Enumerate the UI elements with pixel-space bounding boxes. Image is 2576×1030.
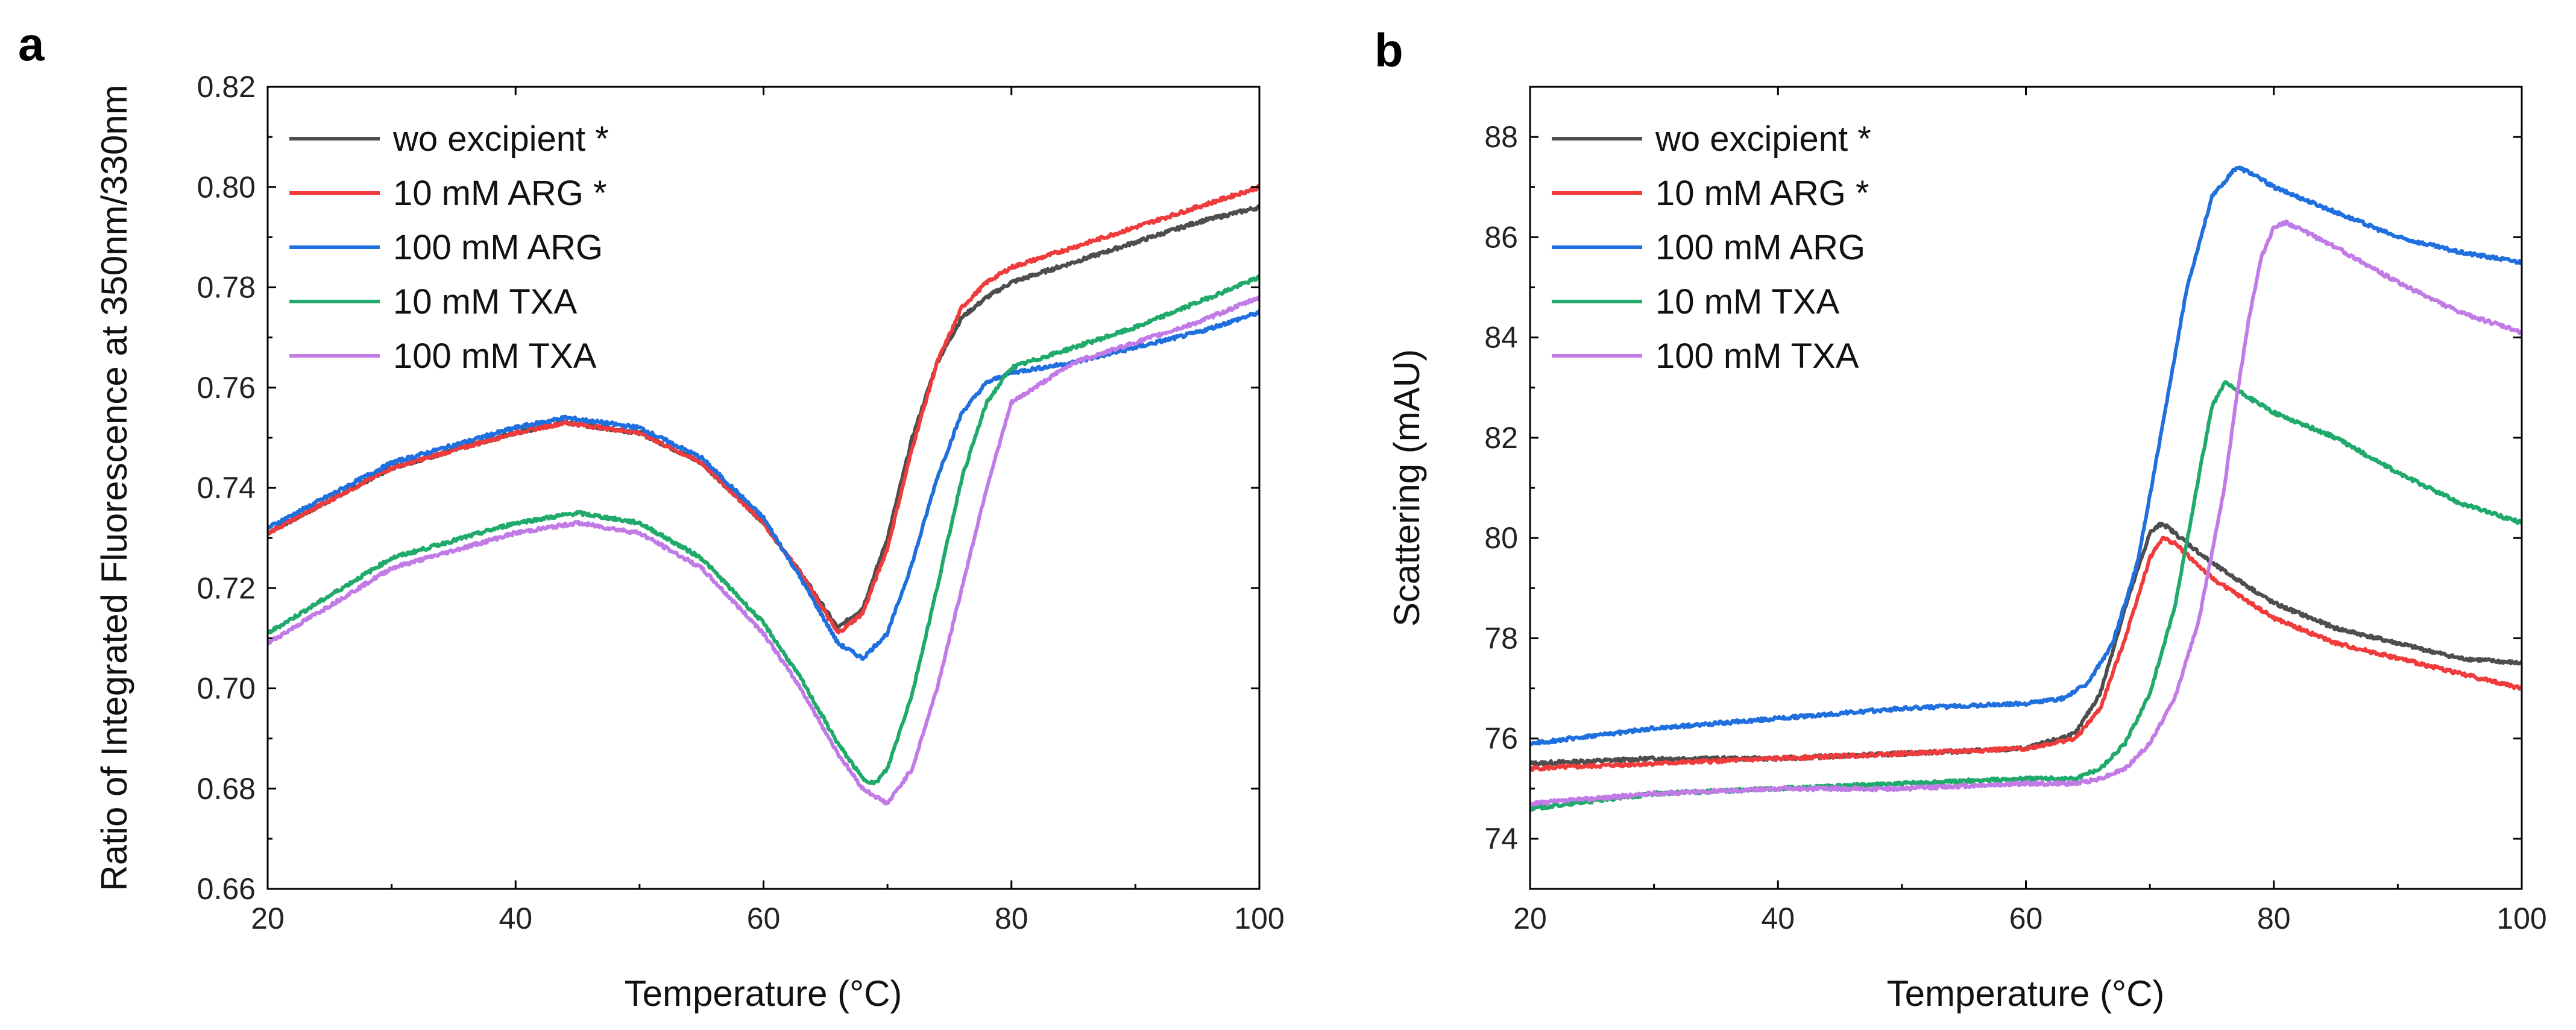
- y-tick-label: 0.70: [197, 672, 256, 706]
- y-tick-label: 84: [1484, 321, 1518, 355]
- panel-b-x-axis-label: Temperature (°C): [1887, 973, 2165, 1014]
- x-tick-label: 40: [1761, 902, 1795, 935]
- y-tick-label: 78: [1484, 621, 1518, 655]
- panel-a-y-axis-label: Ratio of Integrated Fluorescence at 350n…: [94, 84, 134, 891]
- y-tick-label: 0.80: [197, 170, 256, 204]
- x-tick-label: 20: [1513, 902, 1547, 935]
- x-tick-label: 80: [995, 902, 1028, 935]
- x-tick-label: 80: [2257, 902, 2291, 935]
- legend-label-3: 100 mM ARG: [393, 228, 603, 267]
- legend-label-3: 100 mM ARG: [1655, 228, 1865, 267]
- y-tick-label: 80: [1484, 521, 1518, 555]
- y-tick-label: 88: [1484, 120, 1518, 154]
- series-line-4: [268, 274, 1259, 786]
- panel-a-chart: a 20 40 60 80 100 0.66 0.68 0.70 0.72 0.74 0.76 0.7…: [18, 17, 1285, 1014]
- y-tick-label: 0.78: [197, 271, 256, 305]
- legend-label-2: 10 mM ARG *: [1655, 174, 1869, 213]
- series-line-4: [1530, 380, 2522, 812]
- series-line-3: [1530, 165, 2522, 747]
- panel-a-label: a: [18, 17, 45, 71]
- legend-label-2: 10 mM ARG *: [393, 174, 607, 213]
- y-tick-label: 82: [1484, 421, 1518, 455]
- y-tick-label: 0.72: [197, 571, 256, 605]
- legend-label-1: wo excipient *: [392, 119, 609, 159]
- legend-label-5: 100 mM TXA: [1655, 336, 1859, 376]
- legend-label-4: 10 mM TXA: [1655, 282, 1839, 321]
- x-tick-label: 40: [499, 902, 532, 935]
- x-tick-label: 100: [1234, 902, 1284, 935]
- series-line-5: [1530, 220, 2522, 807]
- y-tick-label: 86: [1484, 220, 1518, 254]
- panel-b-y-axis-label: Scattering (mAU): [1387, 349, 1427, 627]
- panel-b-label: b: [1375, 24, 1403, 77]
- x-tick-label: 20: [251, 902, 285, 935]
- legend-label-4: 10 mM TXA: [393, 282, 577, 321]
- y-tick-label: 76: [1484, 722, 1518, 756]
- panel-b-series: [1530, 165, 2522, 812]
- panel-a-legend: wo excipient * 10 mM ARG * 100 mM ARG 10 mM…: [289, 119, 609, 376]
- panel-a-series: [268, 184, 1259, 806]
- panel-b-ticks: 20 40 60 80 100 74 76 78 80 82 84 86 88: [1484, 87, 2547, 935]
- y-tick-label: 0.66: [197, 872, 256, 906]
- y-tick-label: 0.74: [197, 471, 256, 505]
- x-tick-label: 60: [2009, 902, 2043, 935]
- panel-b-legend: wo excipient * 10 mM ARG * 100 mM ARG 10 mM…: [1552, 119, 1871, 376]
- y-tick-label: 0.68: [197, 772, 256, 806]
- y-tick-label: 0.76: [197, 371, 256, 405]
- series-line-1: [268, 204, 1259, 630]
- x-tick-label: 100: [2496, 902, 2546, 935]
- x-tick-label: 60: [747, 902, 781, 935]
- panel-a-x-axis-label: Temperature (°C): [625, 973, 902, 1014]
- panel-a-ticks: 20 40 60 80 100 0.66 0.68 0.70 0.72 0.74 0.76 0.78 0…: [197, 70, 1285, 935]
- series-line-5: [268, 295, 1259, 806]
- panel-b-chart: b 20 40 60 80 100 74 76 78 80 82 84 86 88 Temperatur…: [1375, 24, 2547, 1014]
- legend-label-1: wo excipient *: [1655, 119, 1871, 159]
- legend-label-5: 100 mM TXA: [393, 336, 597, 376]
- series-line-2: [1530, 536, 2522, 772]
- y-tick-label: 0.82: [197, 70, 256, 104]
- y-tick-label: 74: [1484, 822, 1518, 856]
